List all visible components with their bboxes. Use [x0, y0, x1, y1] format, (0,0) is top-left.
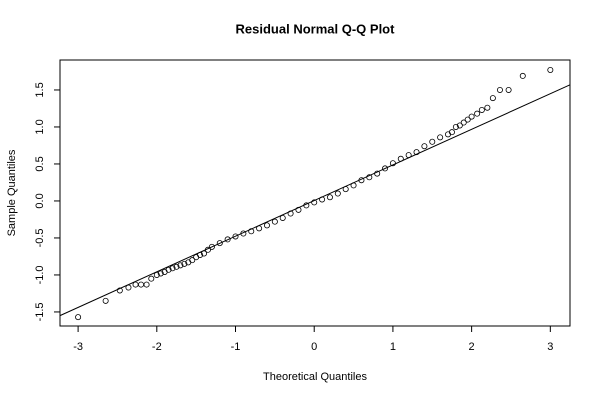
x-axis-label: Theoretical Quantiles	[263, 371, 367, 383]
point	[224, 236, 231, 243]
point	[189, 257, 196, 264]
x-tick-label: 3	[547, 341, 553, 353]
point	[326, 194, 333, 201]
x-tick-label: 0	[311, 341, 317, 353]
point	[319, 196, 326, 203]
point	[452, 123, 459, 130]
point	[445, 131, 452, 138]
point	[173, 263, 180, 270]
y-tick-label: -0.5	[34, 228, 46, 247]
point	[437, 134, 444, 141]
point	[204, 246, 211, 253]
y-tick-label: 1.0	[34, 119, 46, 134]
point	[165, 266, 172, 273]
point	[240, 230, 247, 237]
point	[295, 206, 302, 213]
point	[366, 174, 373, 181]
point	[342, 186, 349, 193]
point	[132, 281, 139, 288]
point	[413, 149, 420, 156]
point	[474, 110, 481, 117]
point	[193, 254, 200, 261]
point	[484, 104, 491, 111]
point	[287, 210, 294, 217]
point	[456, 122, 463, 129]
point	[256, 225, 263, 232]
point	[505, 86, 512, 93]
point	[138, 281, 145, 288]
point	[201, 250, 208, 257]
point	[75, 314, 82, 321]
point	[389, 160, 396, 167]
point	[397, 155, 404, 162]
point	[248, 228, 255, 235]
point	[157, 270, 164, 277]
y-tick-label: 0.0	[34, 193, 46, 208]
x-tick-label: -2	[152, 341, 162, 353]
point	[279, 214, 286, 221]
point	[232, 233, 239, 240]
point	[405, 152, 412, 159]
point	[271, 218, 278, 225]
point	[311, 199, 318, 206]
point	[421, 143, 428, 150]
point	[460, 119, 467, 126]
point	[519, 72, 526, 79]
point	[177, 262, 184, 269]
point	[116, 287, 123, 294]
y-tick-label: -1.0	[34, 265, 46, 284]
point	[334, 190, 341, 197]
point	[496, 86, 503, 93]
point	[148, 275, 155, 282]
point	[169, 265, 176, 272]
y-axis-label: Sample Quantiles	[6, 149, 18, 236]
point	[489, 95, 496, 102]
point	[263, 222, 270, 229]
y-tick-label: -1.5	[34, 302, 46, 321]
y-tick-label: 0.5	[34, 156, 46, 171]
point	[374, 170, 381, 177]
x-tick-label: 1	[390, 341, 396, 353]
point	[216, 240, 223, 247]
point	[153, 271, 160, 278]
point	[382, 165, 389, 172]
x-tick-label: -3	[73, 341, 83, 353]
y-tick-label: 1.5	[34, 82, 46, 97]
point	[464, 116, 471, 123]
chart-title: Residual Normal Q-Q Plot	[236, 21, 396, 36]
point	[448, 129, 455, 136]
point	[102, 297, 109, 304]
point	[125, 284, 132, 291]
x-tick-label: -1	[231, 341, 241, 353]
point	[303, 202, 310, 209]
point	[143, 281, 150, 288]
point	[358, 177, 365, 184]
point	[197, 251, 204, 258]
point	[468, 113, 475, 120]
point	[429, 138, 436, 145]
x-tick-label: 2	[469, 341, 475, 353]
point	[350, 182, 357, 189]
point	[181, 260, 188, 267]
plot-frame	[59, 59, 571, 327]
point	[478, 106, 485, 113]
point	[208, 243, 215, 250]
point	[547, 66, 554, 73]
